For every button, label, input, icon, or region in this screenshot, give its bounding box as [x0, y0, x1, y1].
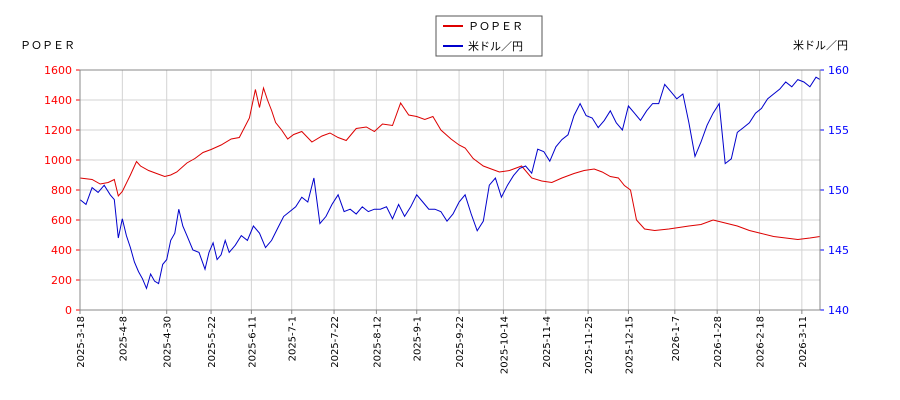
left-tick-label: 400 — [51, 244, 72, 257]
left-axis-title: ＰＯＰＥＲ — [20, 39, 75, 52]
right-tick-label: 160 — [828, 64, 849, 77]
x-tick-label: 2026-2-18 — [756, 316, 767, 368]
x-axis-ticks: 2025-3-18 2025-4-8 2025-4-30 2025-5-22 2025-… — [76, 310, 809, 374]
x-tick-label: 2025-9-22 — [455, 316, 466, 368]
x-tick-label: 2025-8-12 — [372, 316, 383, 368]
right-tick-label: 150 — [828, 184, 849, 197]
x-tick-label: 2025-12-15 — [624, 316, 635, 374]
x-tick-label: 2026-1-7 — [671, 316, 682, 361]
legend-box — [435, 15, 543, 57]
x-tick-label: 2025-11-25 — [584, 316, 595, 374]
x-tick-label: 2025-9-1 — [413, 316, 424, 361]
x-tick-label: 2025-4-8 — [118, 316, 129, 361]
x-tick-label: 2025-7-1 — [288, 316, 299, 361]
x-tick-label: 2025-4-30 — [163, 316, 174, 368]
right-axis-ticks: 140 145 150 155 160 — [820, 64, 849, 317]
x-tick-label: 2025-5-22 — [207, 316, 218, 368]
left-axis-ticks: 0 200 400 600 800 1000 1200 1400 1600 — [44, 64, 80, 317]
x-tick-label: 2025-7-22 — [330, 316, 341, 368]
grid — [79, 69, 820, 311]
plot-frame — [79, 69, 821, 311]
right-tick-label: 140 — [828, 304, 849, 317]
left-tick-label: 1200 — [44, 124, 72, 137]
series-line-usdjpy — [79, 76, 821, 290]
x-tick-label: 2025-10-14 — [499, 316, 510, 374]
x-tick-label: 2025-3-18 — [76, 316, 87, 368]
left-tick-label: 1600 — [44, 64, 72, 77]
legend: ＰＯＰＥＲ 米ドル／円 — [435, 15, 543, 57]
left-tick-label: 1400 — [44, 94, 72, 107]
x-tick-label: 2025-11-4 — [542, 316, 553, 368]
series-line-poper — [79, 86, 821, 241]
right-axis-title: 米ドル／円 — [793, 39, 848, 52]
legend-label-series1: ＰＯＰＥＲ — [468, 20, 523, 33]
left-tick-label: 800 — [51, 184, 72, 197]
right-tick-label: 145 — [828, 244, 849, 257]
left-tick-label: 200 — [51, 274, 72, 287]
left-tick-label: 600 — [51, 214, 72, 227]
x-tick-label: 2026-3-11 — [798, 316, 809, 368]
left-tick-label: 1000 — [44, 154, 72, 167]
x-tick-label: 2026-1-28 — [713, 316, 724, 368]
x-tick-label: 2025-6-11 — [247, 316, 258, 368]
legend-label-series2: 米ドル／円 — [468, 40, 523, 53]
right-tick-label: 155 — [828, 124, 849, 137]
left-tick-label: 0 — [65, 304, 72, 317]
